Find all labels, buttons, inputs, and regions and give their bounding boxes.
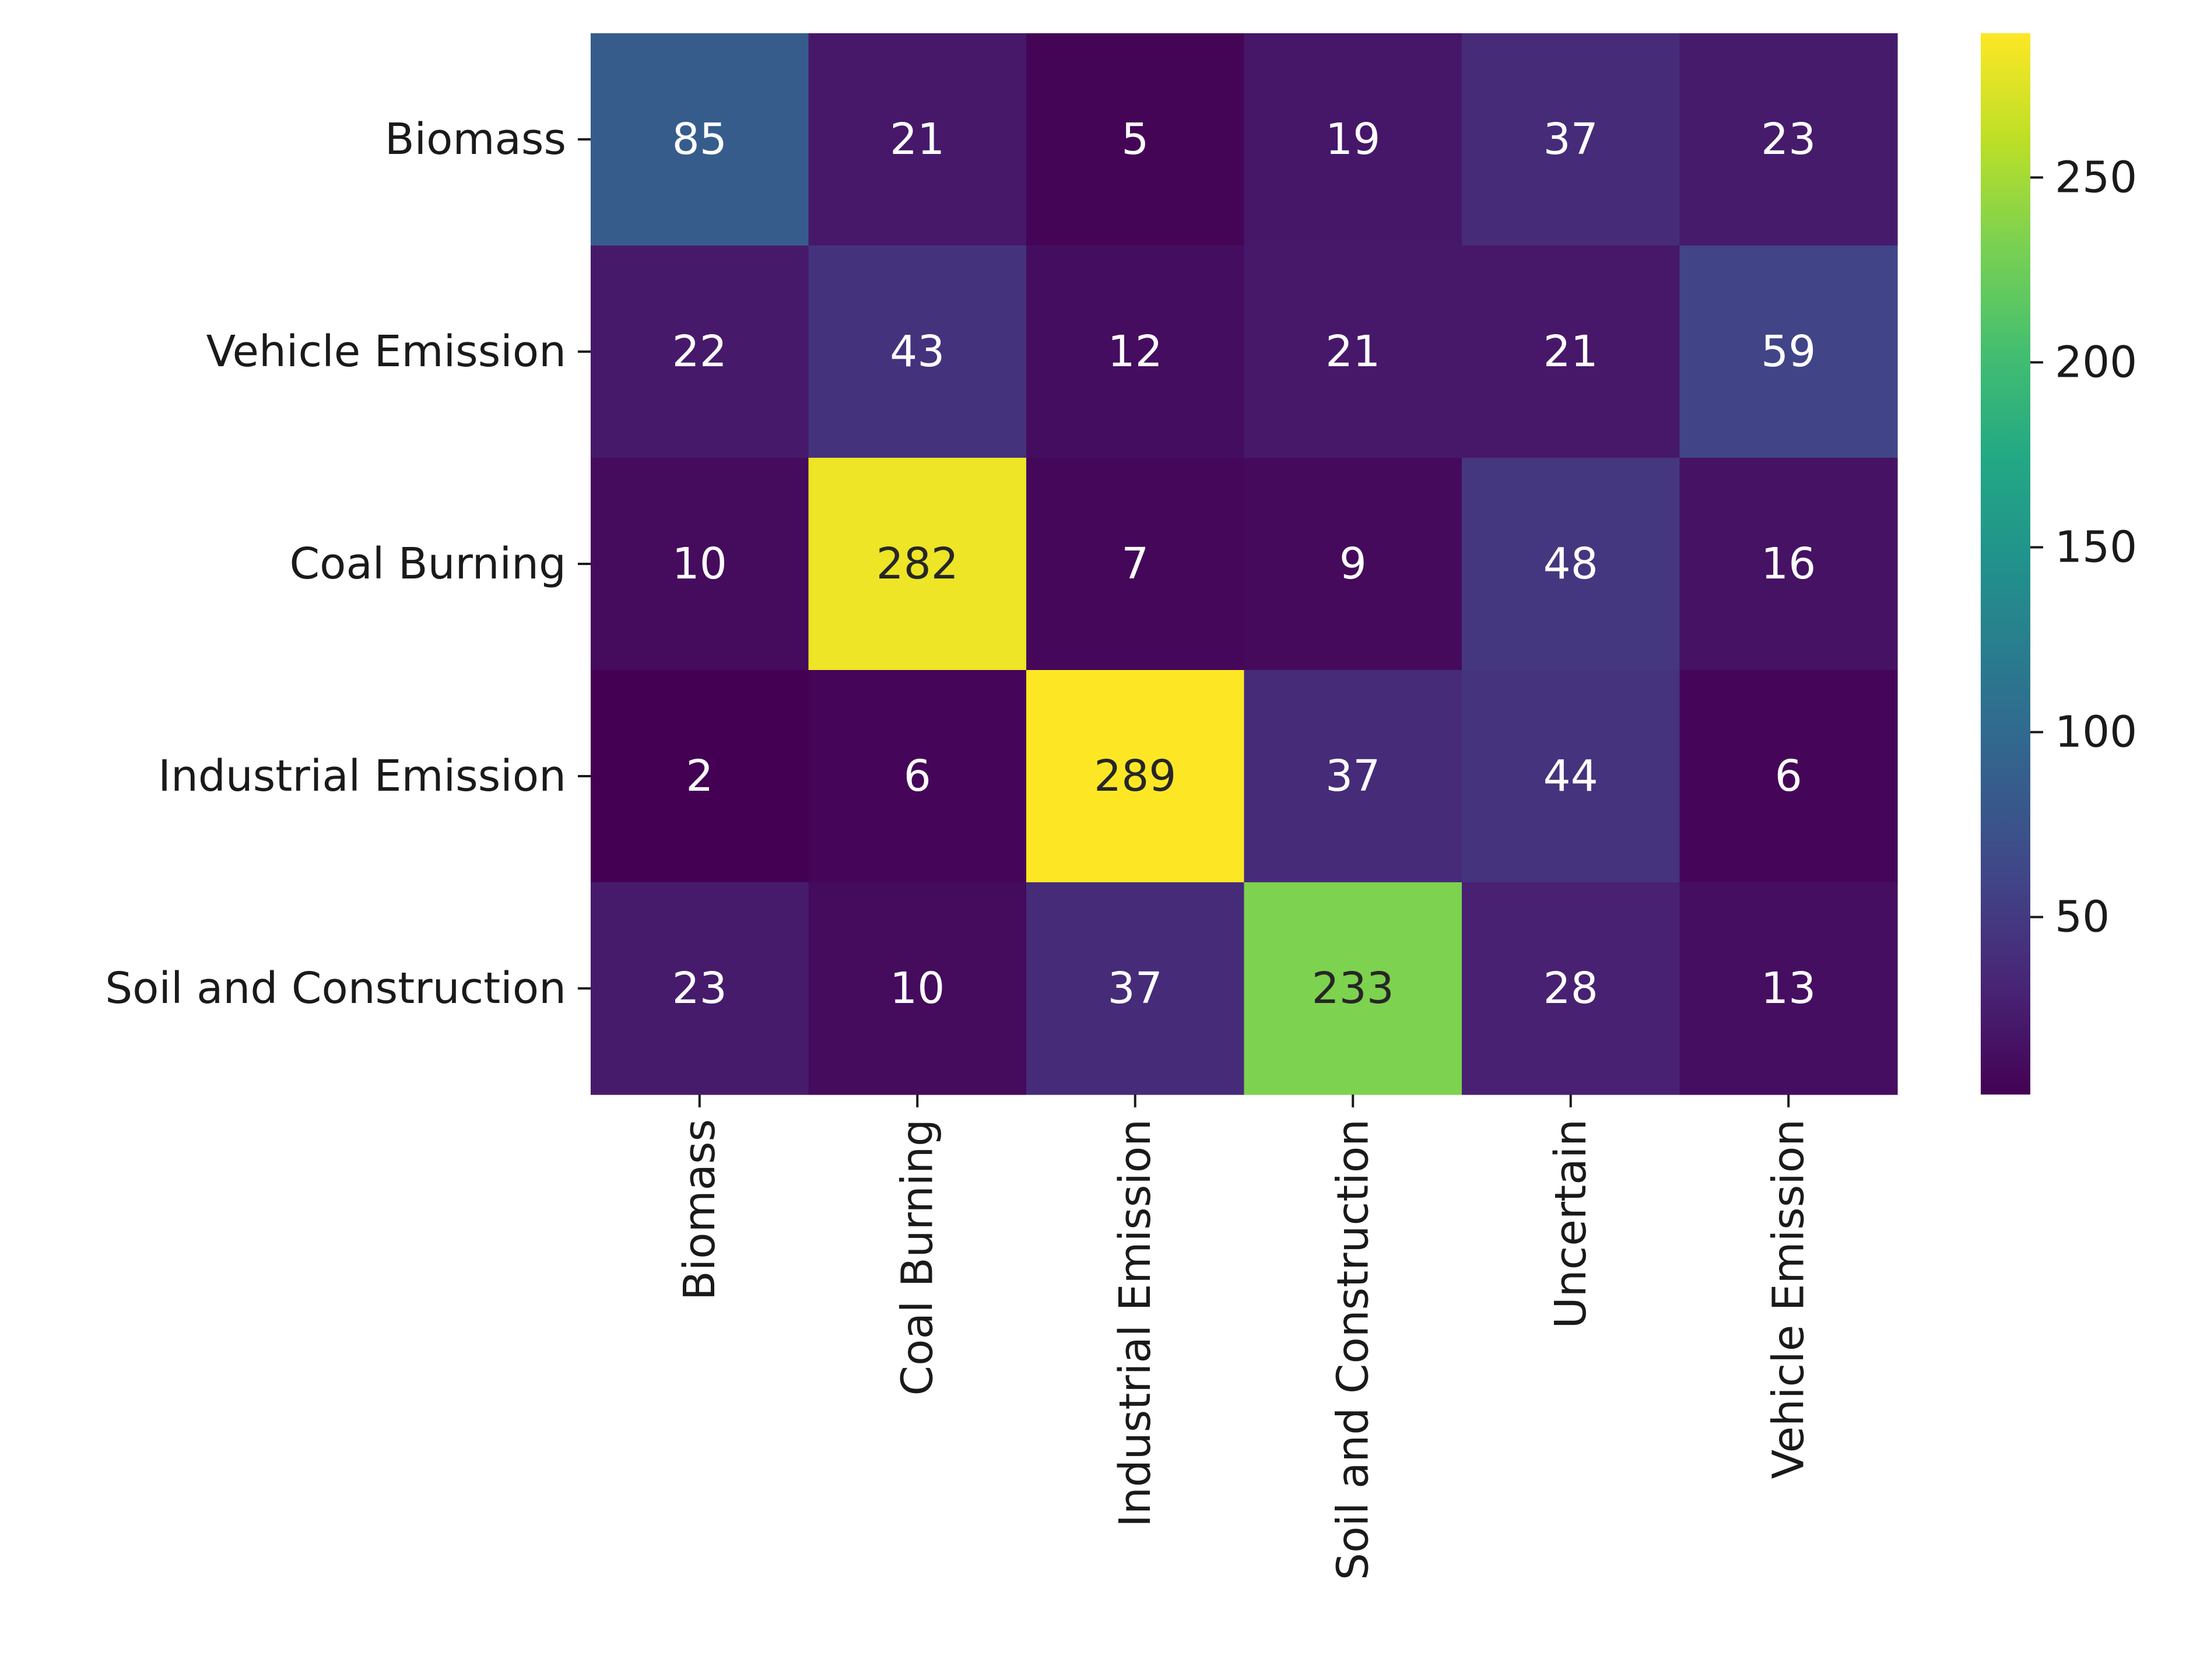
cell-value-label: 37 [1108, 963, 1163, 1013]
heatmap-cell-1-3 [1244, 245, 1462, 458]
cell-value-label: 48 [1543, 539, 1598, 589]
heatmap-cell-2-5 [1679, 458, 1898, 671]
colorbar-gradient [1981, 33, 2030, 1095]
cell-value-label: 37 [1543, 114, 1598, 164]
cell-value-label: 282 [876, 539, 959, 589]
heatmap-cell-1-4 [1462, 245, 1680, 458]
heatmap-cell-1-2 [1026, 245, 1245, 458]
heatmap-cell-0-0 [591, 33, 809, 246]
heatmap-cell-2-0 [591, 458, 809, 671]
cell-value-label: 2 [686, 751, 713, 801]
cell-value-label: 5 [1121, 114, 1149, 164]
heatmap-cell-0-4 [1462, 33, 1680, 246]
cell-value-label: 6 [1775, 751, 1802, 801]
heatmap-cell-3-5 [1679, 670, 1898, 883]
heatmap-cell-1-0 [591, 245, 809, 458]
cell-value-label: 9 [1339, 539, 1367, 589]
cell-value-label: 44 [1543, 751, 1598, 801]
cell-value-label: 233 [1312, 963, 1394, 1013]
x-tick-label: Soil and Construction [1328, 1119, 1378, 1580]
cell-value-label: 12 [1108, 327, 1163, 377]
cell-value-label: 13 [1761, 963, 1816, 1013]
heatmap-cell-2-1 [808, 458, 1027, 671]
cell-value-label: 21 [1325, 327, 1380, 377]
heatmap-cell-1-1 [808, 245, 1027, 458]
cell-value-label: 289 [1094, 751, 1176, 801]
heatmap-cell-3-3 [1244, 670, 1462, 883]
heatmap-cell-4-0 [591, 882, 809, 1095]
cell-value-label: 43 [890, 327, 945, 377]
heatmap-cells: 85 21 5 19 37 23 22 43 12 21 21 59 10 282 7 9 48 16 2 6 289 3… [591, 33, 1898, 1095]
heatmap-cell-4-1 [808, 882, 1027, 1095]
cell-value-label: 37 [1325, 751, 1380, 801]
heatmap-cell-3-4 [1462, 670, 1680, 883]
cell-value-label: 10 [672, 539, 727, 589]
x-tick-label: Industrial Emission [1110, 1119, 1160, 1527]
heatmap-cell-0-3 [1244, 33, 1462, 246]
heatmap-cell-0-2 [1026, 33, 1245, 246]
heatmap-cell-2-2 [1026, 458, 1245, 671]
heatmap-cell-1-5 [1679, 245, 1898, 458]
x-tick-label: Uncertain [1546, 1119, 1596, 1329]
y-tick-label: Coal Burning [290, 539, 567, 589]
heatmap-cell-0-1 [808, 33, 1027, 246]
cell-value-label: 21 [890, 114, 945, 164]
cell-value-label: 22 [672, 327, 727, 377]
cell-value-label: 10 [890, 963, 945, 1013]
cell-value-label: 28 [1543, 963, 1598, 1013]
y-tick-label: Vehicle Emission [206, 327, 566, 377]
heatmap-cell-4-5 [1679, 882, 1898, 1095]
heatmap-cell-3-1 [808, 670, 1027, 883]
heatmap-cell-3-0 [591, 670, 809, 883]
y-tick-label: Biomass [385, 114, 566, 164]
colorbar: 50 100 150 200 250 [1981, 33, 2137, 1095]
x-tick-label: Biomass [675, 1119, 725, 1300]
heatmap-cell-3-2 [1026, 670, 1245, 883]
cell-value-label: 16 [1761, 539, 1816, 589]
heatmap-cell-4-2 [1026, 882, 1245, 1095]
cell-value-label: 85 [672, 114, 727, 164]
y-tick-label: Soil and Construction [105, 963, 566, 1013]
heatmap-cell-4-4 [1462, 882, 1680, 1095]
heatmap-cell-2-3 [1244, 458, 1462, 671]
colorbar-tick-label: 150 [2055, 522, 2137, 572]
colorbar-tick-label: 200 [2055, 337, 2137, 387]
x-tick-label: Vehicle Emission [1763, 1119, 1813, 1479]
cell-value-label: 23 [672, 963, 727, 1013]
heatmap-cell-0-5 [1679, 33, 1898, 246]
heatmap-cell-2-4 [1462, 458, 1680, 671]
y-tick-label: Industrial Emission [158, 751, 566, 801]
cell-value-label: 7 [1121, 539, 1149, 589]
cell-value-label: 23 [1761, 114, 1816, 164]
cell-value-label: 59 [1761, 327, 1816, 377]
cell-value-label: 21 [1543, 327, 1598, 377]
colorbar-tick-label: 250 [2055, 152, 2137, 202]
x-axis: Biomass Coal Burning Industrial Emission So… [675, 1095, 1813, 1580]
x-tick-label: Coal Burning [892, 1119, 942, 1396]
colorbar-tick-label: 100 [2055, 707, 2137, 757]
cell-value-label: 19 [1325, 114, 1380, 164]
cell-value-label: 6 [904, 751, 931, 801]
heatmap-cell-4-3 [1244, 882, 1462, 1095]
colorbar-tick-label: 50 [2055, 892, 2110, 942]
y-axis: Biomass Vehicle Emission Coal Burning Indus… [105, 114, 591, 1013]
